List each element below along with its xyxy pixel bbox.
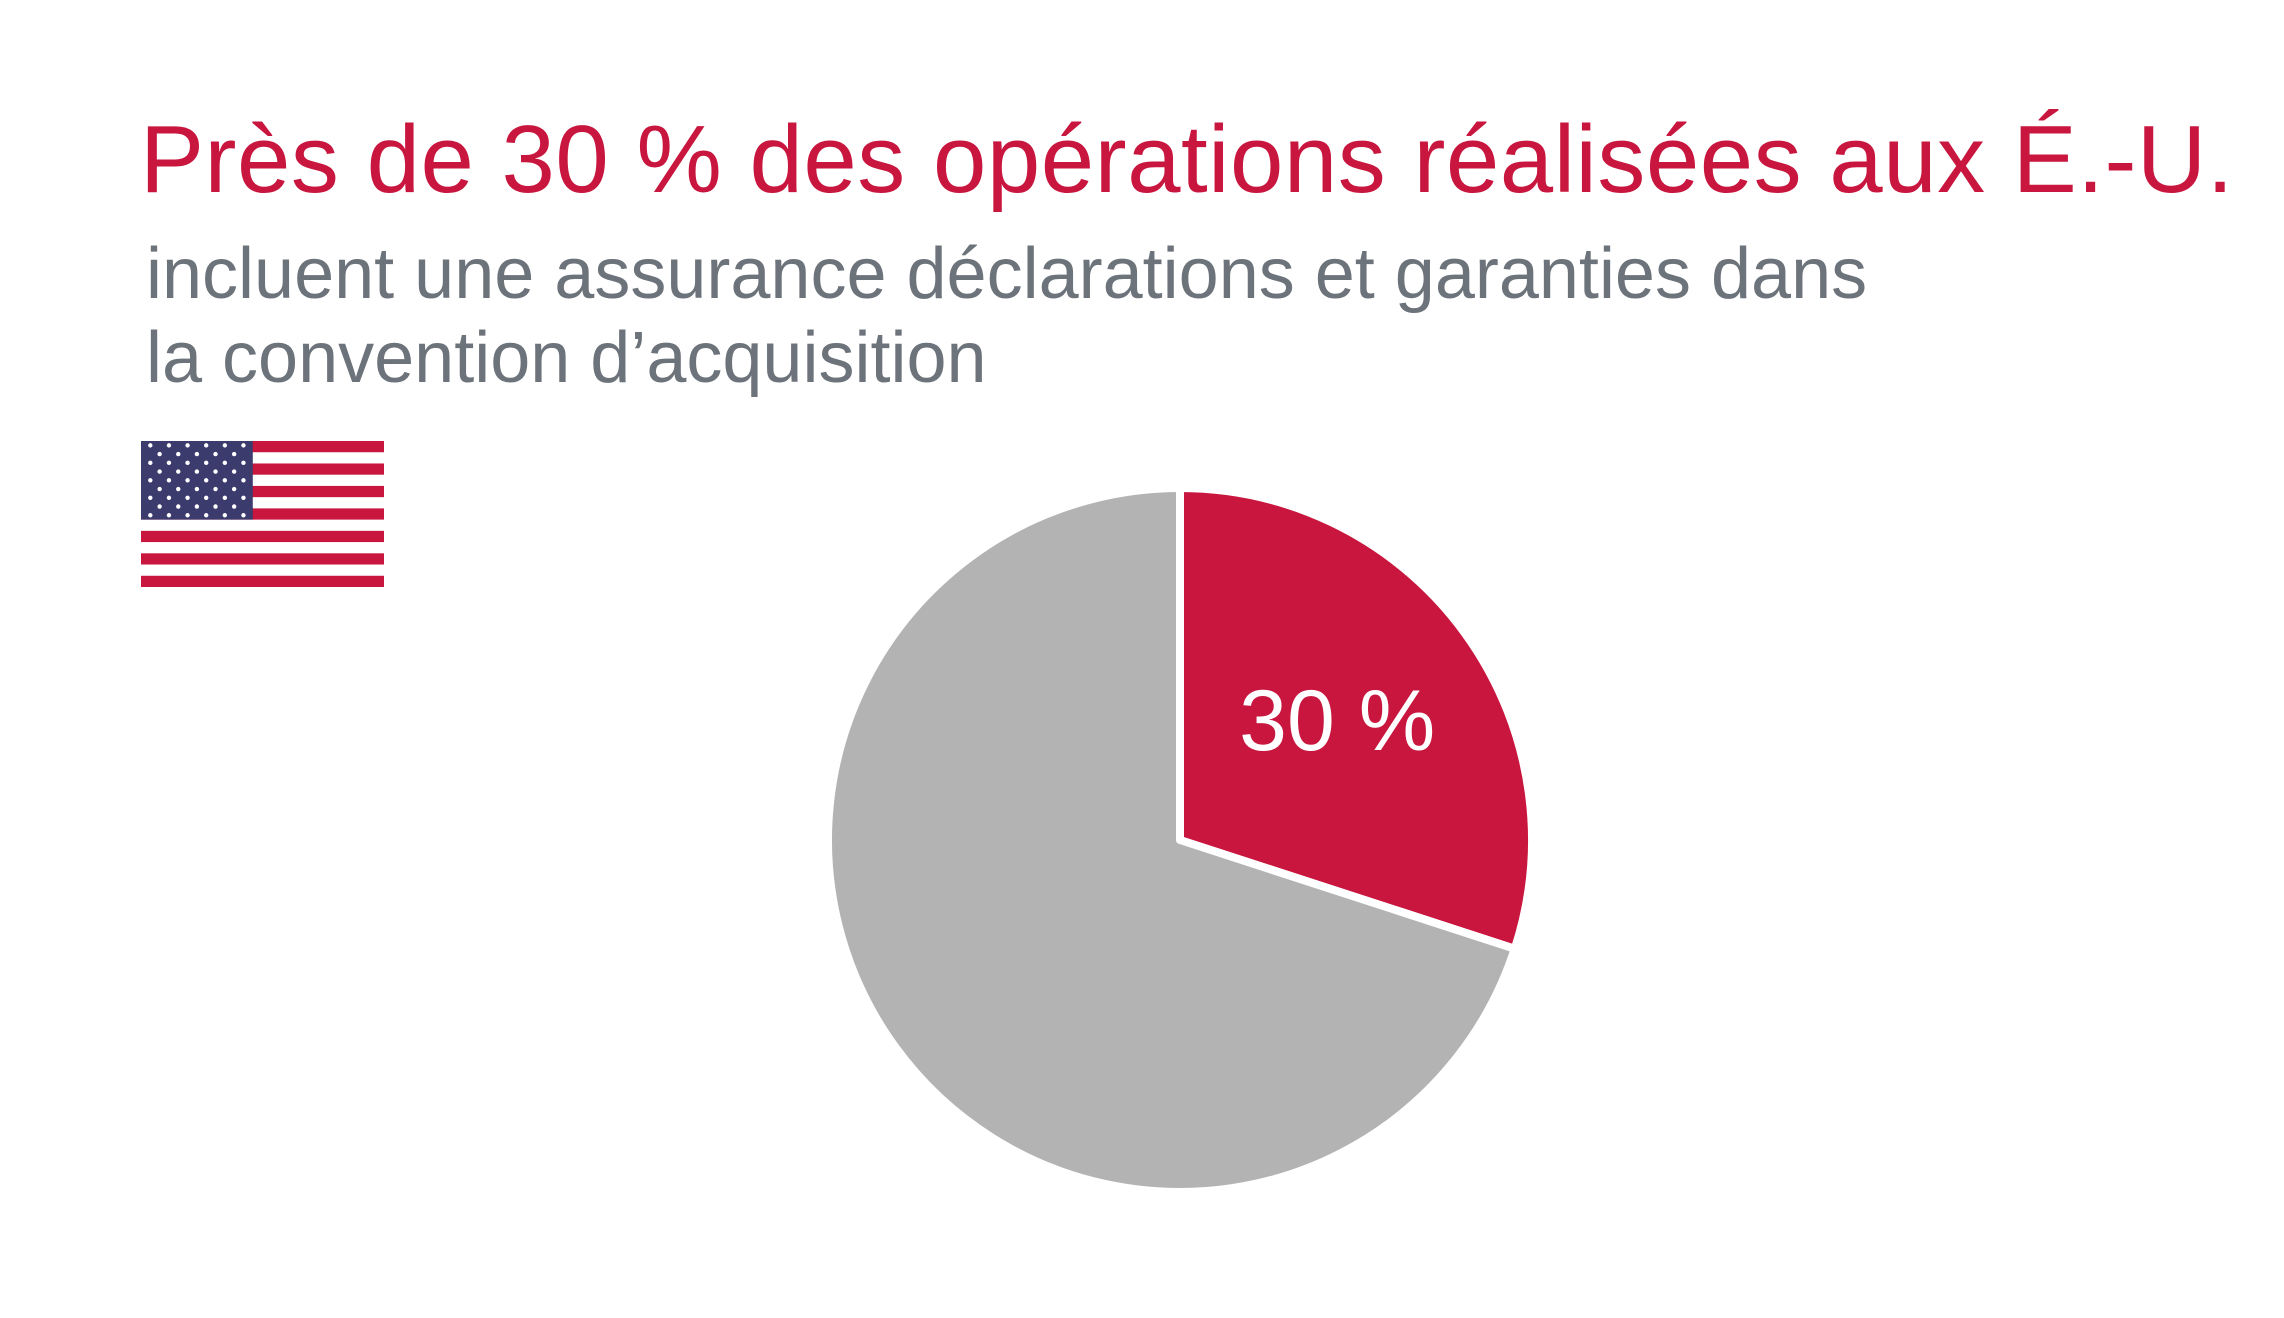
pie-slice-highlight xyxy=(1176,484,1536,953)
flag-star xyxy=(176,451,181,457)
pie-slice-remainder xyxy=(824,484,1519,1196)
flag-stripe xyxy=(141,530,384,543)
flag-star xyxy=(166,513,172,518)
flag-star xyxy=(157,504,162,509)
flag-star xyxy=(166,460,172,466)
flag-star xyxy=(148,443,153,448)
flag-star xyxy=(241,460,246,466)
flag-star xyxy=(157,451,162,457)
flag-star xyxy=(231,486,237,492)
flag-star xyxy=(185,495,190,500)
pie-slice-label: 30 % xyxy=(1239,673,1435,769)
flag-stripe xyxy=(141,485,384,498)
flag-stripe xyxy=(141,508,384,520)
flag-star xyxy=(222,513,228,518)
flag-star xyxy=(204,513,209,518)
flag-star xyxy=(194,504,200,509)
flag-star xyxy=(213,504,218,509)
flag-star xyxy=(176,504,181,509)
flag-star xyxy=(204,478,209,483)
flag-star xyxy=(166,443,172,448)
flag-star xyxy=(148,513,153,518)
flag-star xyxy=(204,495,209,500)
us-flag-icon xyxy=(141,441,384,587)
flag-star xyxy=(185,443,190,448)
flag-star xyxy=(204,443,209,448)
flag-star xyxy=(222,478,228,483)
flag-star xyxy=(241,478,246,483)
flag-star xyxy=(176,486,181,492)
flag-star xyxy=(185,513,190,518)
flag-star xyxy=(213,451,218,457)
flag-star xyxy=(176,469,181,474)
flag-star xyxy=(157,469,162,474)
flag-stripe xyxy=(141,441,384,453)
flag-star xyxy=(213,486,218,492)
flag-star xyxy=(185,460,190,466)
flag-star xyxy=(194,486,200,492)
flag-star xyxy=(204,460,209,466)
flag-stripe xyxy=(141,575,384,587)
flag-star xyxy=(166,495,172,500)
flag-star xyxy=(231,469,237,474)
flag-star xyxy=(148,495,153,500)
flag-star xyxy=(148,460,153,466)
flag-star xyxy=(194,451,200,457)
flag-star xyxy=(194,469,200,474)
flag-star xyxy=(231,504,237,509)
subtitle-line-2: la convention d’acquisition xyxy=(146,318,987,398)
flag-star xyxy=(222,460,228,466)
flag-star xyxy=(231,451,237,457)
flag-star xyxy=(241,443,246,448)
flag-star xyxy=(185,478,190,483)
flag-star xyxy=(241,495,246,500)
chart-subtitle: incluent une assurance déclarations et g… xyxy=(146,232,2046,400)
flag-star xyxy=(213,469,218,474)
flag-star xyxy=(157,486,162,492)
subtitle-line-1: incluent une assurance déclarations et g… xyxy=(146,234,1868,314)
flag-stripe xyxy=(141,553,384,565)
flag-star xyxy=(241,513,246,518)
flag-stripe xyxy=(141,463,384,475)
flag-star xyxy=(166,478,172,483)
flag-star xyxy=(222,495,228,500)
chart-title: Près de 30 % des opérations réalisées au… xyxy=(140,106,2234,213)
flag-star xyxy=(148,478,153,483)
flag-star xyxy=(222,443,228,448)
